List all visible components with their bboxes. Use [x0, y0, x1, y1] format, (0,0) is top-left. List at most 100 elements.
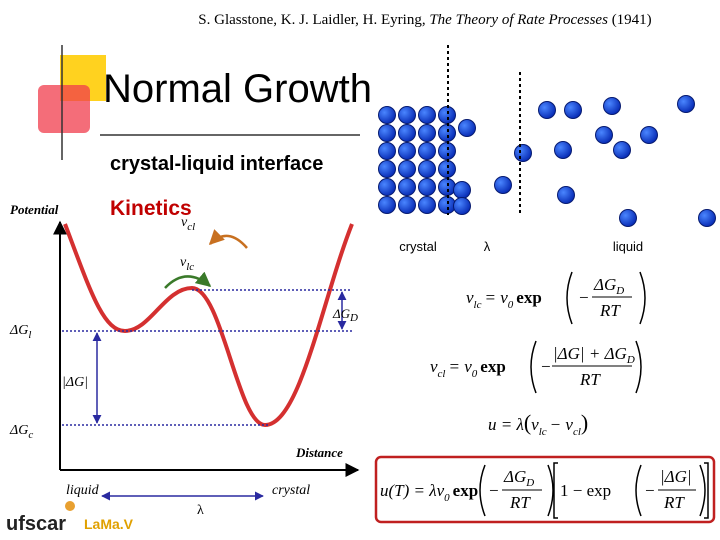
text: lc — [474, 299, 482, 311]
text: = v — [485, 288, 509, 307]
atom — [554, 141, 572, 159]
text: D — [626, 354, 635, 366]
phase-label: crystal — [272, 483, 310, 498]
deco-square — [38, 85, 90, 133]
atom — [398, 142, 416, 160]
atom — [595, 126, 613, 144]
svg-text:|ΔG| + ΔGD: |ΔG| + ΔGD — [553, 344, 635, 366]
atom — [458, 119, 476, 137]
atom — [453, 197, 471, 215]
arrow — [164, 271, 212, 289]
atom — [640, 126, 658, 144]
text: 1 − exp — [560, 481, 611, 500]
text: u = λ — [488, 415, 524, 434]
citation: S. Glasstone, K. J. Laidler, H. Eyring, … — [198, 12, 651, 28]
svg-text:ΔGD: ΔGD — [503, 467, 534, 489]
svg-text:1 − exp: 1 − exp — [560, 481, 611, 500]
equation: vlc = v0 exp − ΔGD RT — [466, 271, 646, 325]
phase-label: liquid — [66, 483, 100, 498]
text: − — [488, 481, 499, 500]
atom — [564, 101, 582, 119]
atom — [418, 142, 436, 160]
atom — [378, 106, 396, 124]
text: ΔG — [503, 467, 526, 486]
atom — [398, 160, 416, 178]
text: 0 — [508, 299, 514, 311]
logo-lab: LaMa.V — [84, 516, 134, 532]
subtitle: crystal-liquid interface — [110, 153, 323, 175]
atom — [438, 124, 456, 142]
text: v — [181, 215, 188, 230]
potential-curve — [63, 223, 354, 428]
text: l — [28, 329, 31, 341]
atom — [677, 95, 695, 113]
text: v — [531, 415, 539, 434]
text: ( — [524, 410, 531, 435]
atom — [398, 106, 416, 124]
atom — [418, 124, 436, 142]
text: cl — [438, 368, 446, 380]
atom — [557, 186, 575, 204]
text: cl — [573, 426, 581, 438]
text: u(T) = λv — [380, 481, 445, 500]
text: ΔG — [9, 423, 28, 438]
atoms-label: λ — [484, 239, 491, 254]
atom — [378, 142, 396, 160]
heading: Kinetics — [110, 197, 192, 220]
text: 0 — [472, 368, 478, 380]
text: exp — [453, 481, 479, 500]
text: |ΔG| + ΔG — [553, 344, 627, 363]
text: v — [180, 255, 187, 270]
lambda-label: λ — [197, 503, 204, 518]
atoms-label: liquid — [613, 239, 643, 254]
equation: vcl = v0 exp − |ΔG| + ΔGD RT — [430, 340, 642, 394]
logo-name: ufscar — [6, 513, 66, 535]
slide-title: Normal Growth — [103, 67, 372, 111]
text: 0 — [444, 492, 450, 504]
atom — [438, 160, 456, 178]
text: (1941) — [612, 12, 652, 28]
energy-label: ΔGD — [332, 306, 358, 324]
text: ΔG — [332, 306, 351, 321]
text: D — [615, 285, 624, 297]
atom — [698, 209, 716, 227]
text: The Theory of Rate Processes — [429, 12, 608, 28]
text: RT — [663, 493, 685, 512]
text: − — [540, 357, 551, 376]
equation: u(T) = λv0 exp − ΔGD RT 1 − exp − |ΔG| RT — [380, 462, 709, 519]
atoms-label: crystal — [399, 239, 437, 254]
atom — [378, 178, 396, 196]
atom — [613, 141, 631, 159]
svg-text:u = λ(vlc− vcl): u = λ(vlc − vcl) — [488, 410, 588, 438]
arrow — [208, 229, 248, 249]
equation: u = λ(vlc − vcl) — [488, 410, 588, 438]
text: exp — [516, 288, 542, 307]
text: D — [525, 477, 534, 489]
text: c — [28, 429, 33, 441]
text: D — [349, 312, 358, 324]
atom — [619, 209, 637, 227]
rate-label: vlc — [180, 255, 194, 273]
text: ΔG — [9, 323, 28, 338]
atom — [438, 178, 456, 196]
text: RT — [579, 370, 601, 389]
atom — [438, 106, 456, 124]
svg-text:ΔGD: ΔGD — [593, 275, 624, 297]
atom — [418, 178, 436, 196]
text: − — [578, 288, 589, 307]
text: cl — [187, 221, 195, 233]
energy-label: ΔGc — [9, 423, 33, 441]
energy-label: ΔGl — [9, 323, 31, 341]
atom — [418, 196, 436, 214]
atom — [494, 176, 512, 194]
y-axis-label: Potential — [10, 202, 59, 217]
text: v — [466, 288, 474, 307]
text: RT — [599, 301, 621, 320]
atom — [438, 142, 456, 160]
text: lc — [539, 426, 547, 438]
x-axis-label: Distance — [295, 445, 343, 460]
atom — [453, 181, 471, 199]
